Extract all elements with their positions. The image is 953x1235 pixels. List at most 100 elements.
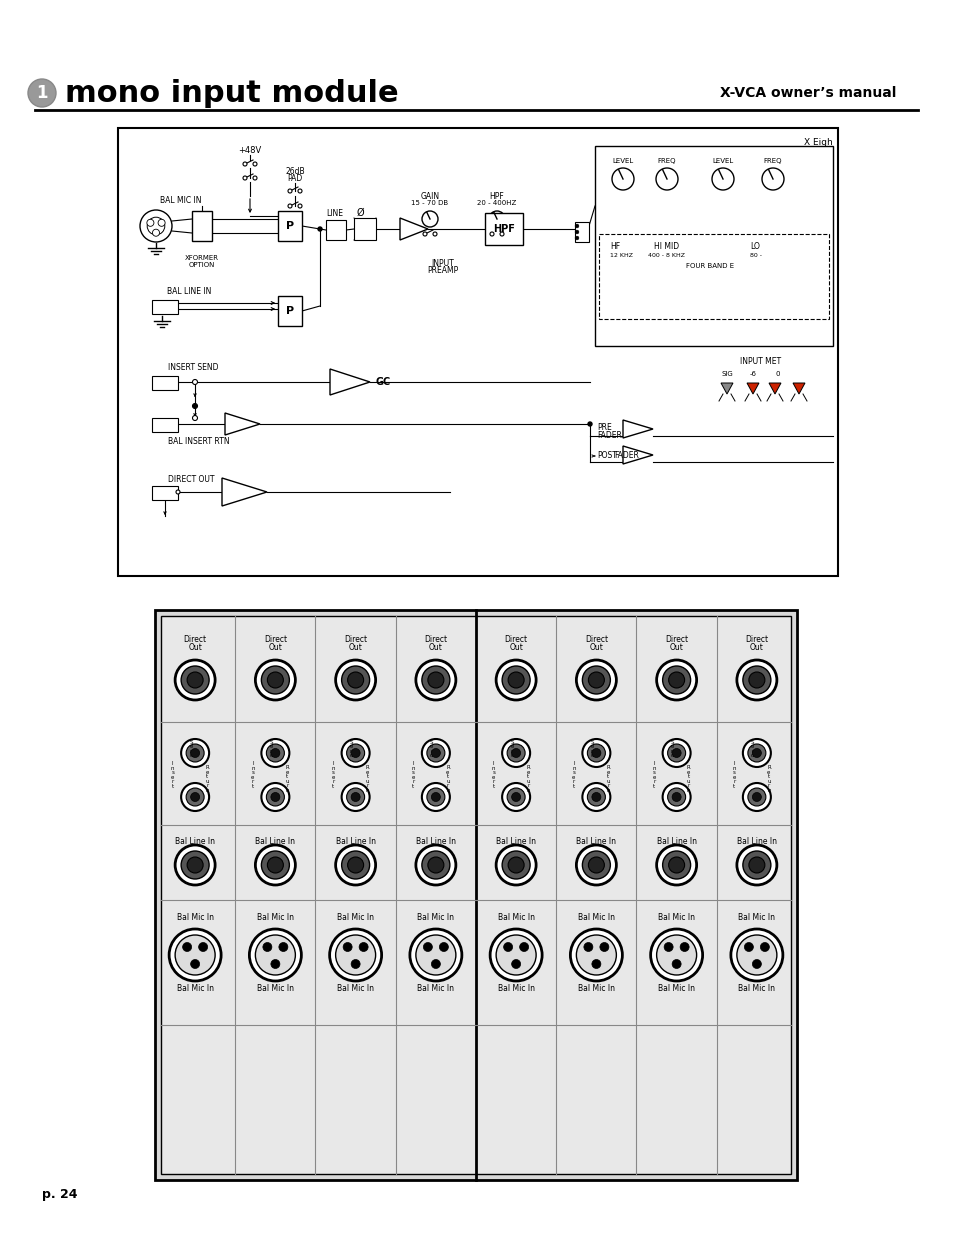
Text: INPUT MET: INPUT MET (740, 357, 781, 366)
Text: R
e
t
u
r
n: R e t u r n (285, 764, 289, 793)
Circle shape (672, 793, 680, 802)
Bar (192, 211, 212, 241)
Circle shape (507, 788, 524, 806)
Text: 1: 1 (36, 84, 48, 103)
Text: Bal Mic In: Bal Mic In (416, 984, 454, 993)
Text: R
e
t
u
r
n: R e t u r n (766, 764, 770, 793)
Circle shape (267, 672, 283, 688)
Text: GAIN: GAIN (420, 191, 439, 200)
Text: GC: GC (375, 377, 391, 387)
Bar (277, 296, 302, 326)
Circle shape (591, 793, 600, 802)
Circle shape (656, 168, 678, 190)
Text: Out: Out (749, 643, 763, 652)
Circle shape (587, 788, 605, 806)
Circle shape (266, 743, 284, 762)
Circle shape (736, 845, 776, 885)
Bar (118, 128, 837, 576)
Circle shape (187, 672, 203, 688)
Circle shape (317, 227, 322, 231)
Circle shape (341, 739, 369, 767)
Circle shape (335, 935, 375, 974)
Text: Out: Out (509, 643, 522, 652)
Circle shape (147, 220, 153, 226)
Text: Direct: Direct (504, 636, 527, 645)
Text: POST: POST (597, 452, 617, 461)
Circle shape (261, 666, 289, 694)
Text: OPTION: OPTION (189, 262, 215, 268)
Bar (575, 222, 588, 242)
Text: I
n
s
e
r
t: I n s e r t (412, 761, 415, 789)
Circle shape (416, 935, 456, 974)
Text: P: P (286, 306, 294, 316)
Circle shape (752, 960, 760, 968)
Circle shape (330, 929, 381, 981)
Circle shape (575, 236, 578, 240)
Circle shape (575, 230, 578, 233)
Circle shape (271, 793, 279, 802)
Circle shape (730, 929, 782, 981)
Text: P: P (286, 221, 294, 231)
Circle shape (341, 851, 369, 879)
Circle shape (428, 672, 443, 688)
Circle shape (752, 748, 760, 757)
Text: I
n
s
e
r
t: I n s e r t (732, 761, 736, 789)
Text: Bal Line In: Bal Line In (175, 837, 214, 846)
Bar (152, 300, 178, 314)
Circle shape (490, 232, 494, 236)
Bar (154, 610, 796, 1179)
Circle shape (760, 942, 768, 951)
Circle shape (271, 960, 279, 968)
Circle shape (335, 659, 375, 700)
Circle shape (255, 659, 295, 700)
Circle shape (423, 942, 432, 951)
Circle shape (511, 793, 520, 802)
Circle shape (433, 232, 436, 236)
Polygon shape (399, 219, 428, 240)
Circle shape (243, 177, 247, 180)
Circle shape (761, 168, 783, 190)
Circle shape (742, 739, 770, 767)
Circle shape (743, 942, 753, 951)
Text: Bal Line In: Bal Line In (496, 837, 536, 846)
Text: Direct: Direct (344, 636, 367, 645)
Circle shape (416, 845, 456, 885)
Circle shape (343, 942, 352, 951)
Text: Bal Mic In: Bal Mic In (336, 914, 374, 923)
Text: S
e
n
d: S e n d (590, 740, 594, 758)
Circle shape (263, 942, 272, 951)
Circle shape (431, 960, 440, 968)
Circle shape (288, 204, 292, 207)
Circle shape (576, 659, 616, 700)
Polygon shape (768, 383, 781, 394)
Circle shape (501, 851, 530, 879)
Text: S
e
n
d: S e n d (270, 740, 273, 758)
Text: Out: Out (188, 643, 202, 652)
Circle shape (358, 942, 368, 951)
Circle shape (422, 232, 427, 236)
Text: PREAMP: PREAMP (427, 266, 458, 274)
Circle shape (297, 204, 302, 207)
Text: I
n
s
e
r
t: I n s e r t (572, 761, 575, 789)
Circle shape (351, 793, 359, 802)
Circle shape (243, 162, 247, 165)
Text: Out: Out (268, 643, 282, 652)
Circle shape (255, 845, 295, 885)
Circle shape (508, 672, 523, 688)
Polygon shape (622, 446, 652, 464)
Circle shape (656, 659, 696, 700)
Circle shape (748, 672, 764, 688)
Text: Bal Line In: Bal Line In (416, 837, 456, 846)
Text: LEVEL: LEVEL (612, 158, 633, 164)
Circle shape (28, 79, 56, 107)
Text: R
e
t
u
r
n: R e t u r n (205, 764, 209, 793)
Text: INSERT SEND: INSERT SEND (168, 363, 218, 373)
Text: FREQ: FREQ (763, 158, 781, 164)
Text: Bal Line In: Bal Line In (656, 837, 696, 846)
Circle shape (496, 935, 536, 974)
Circle shape (347, 857, 363, 873)
Circle shape (576, 935, 616, 974)
Circle shape (431, 748, 440, 757)
Bar (354, 219, 375, 240)
Circle shape (186, 788, 204, 806)
